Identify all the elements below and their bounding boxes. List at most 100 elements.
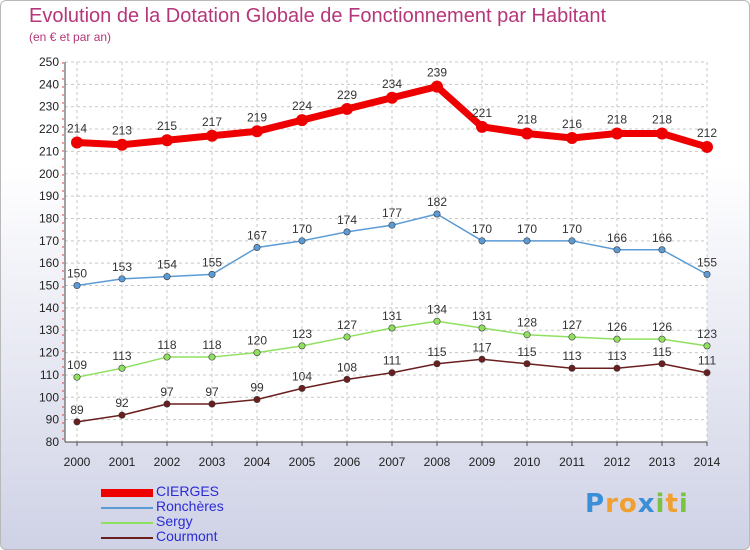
- data-label-cierges: 229: [337, 88, 357, 102]
- y-tick-label: 230: [39, 100, 59, 114]
- legend-swatch: [101, 537, 153, 539]
- data-label-courmont: 97: [160, 385, 174, 399]
- data-point-courmont: [298, 384, 306, 392]
- data-label-roncheres: 170: [292, 222, 312, 236]
- chart-title: Evolution de la Dotation Globale de Fonc…: [29, 5, 607, 27]
- data-point-roncheres: [298, 237, 306, 245]
- y-tick-label: 250: [39, 55, 59, 69]
- x-tick-label: 2013: [649, 455, 676, 469]
- data-point-roncheres: [73, 282, 81, 290]
- logo-letter: t: [665, 489, 679, 519]
- data-label-roncheres: 166: [652, 231, 672, 245]
- data-label-courmont: 111: [383, 354, 402, 368]
- data-label-cierges: 214: [67, 121, 87, 135]
- data-label-roncheres: 167: [247, 229, 267, 243]
- legend-label: CIERGES: [156, 483, 220, 499]
- data-point-cierges: [656, 127, 668, 140]
- data-label-courmont: 117: [472, 340, 491, 354]
- data-label-courmont: 104: [292, 369, 312, 383]
- data-label-roncheres: 150: [67, 267, 87, 281]
- data-point-courmont: [388, 369, 396, 377]
- data-point-roncheres: [613, 246, 621, 254]
- data-point-sergy: [568, 333, 576, 341]
- data-label-roncheres: 155: [202, 255, 222, 269]
- data-label-cierges: 221: [472, 106, 492, 120]
- data-point-cierges: [521, 127, 533, 140]
- y-tick-label: 200: [39, 167, 59, 181]
- data-point-courmont: [478, 355, 486, 363]
- logo-letter: o: [618, 489, 638, 519]
- data-point-sergy: [253, 349, 261, 357]
- data-point-sergy: [433, 317, 441, 325]
- data-label-courmont: 92: [115, 396, 129, 410]
- x-tick-label: 2010: [514, 455, 541, 469]
- data-label-courmont: 111: [698, 354, 717, 368]
- data-point-sergy: [478, 324, 486, 332]
- legend-label: Sergy: [156, 513, 193, 529]
- data-point-roncheres: [253, 244, 261, 252]
- x-tick-label: 2011: [559, 455, 585, 469]
- data-point-sergy: [73, 373, 81, 381]
- data-label-sergy: 123: [697, 327, 717, 341]
- data-label-cierges: 234: [382, 77, 402, 91]
- data-label-sergy: 123: [292, 327, 312, 341]
- x-tick-label: 2009: [469, 455, 496, 469]
- chart-subtitle: (en € et par an): [29, 30, 112, 44]
- data-label-courmont: 113: [607, 349, 626, 363]
- data-point-roncheres: [343, 228, 351, 236]
- data-point-courmont: [433, 360, 441, 368]
- y-tick-label: 100: [39, 390, 59, 404]
- y-tick-label: 170: [39, 234, 59, 248]
- data-label-sergy: 127: [562, 318, 582, 332]
- y-tick-label: 180: [39, 211, 59, 225]
- data-point-cierges: [701, 140, 713, 153]
- data-label-sergy: 113: [112, 349, 131, 363]
- data-point-cierges: [476, 120, 488, 133]
- data-label-courmont: 115: [652, 345, 671, 359]
- x-tick-label: 2008: [424, 455, 451, 469]
- data-point-cierges: [341, 102, 353, 115]
- data-label-sergy: 126: [652, 320, 672, 334]
- x-tick-label: 2003: [199, 455, 226, 469]
- data-point-courmont: [613, 364, 621, 372]
- data-label-courmont: 115: [427, 345, 446, 359]
- data-label-sergy: 131: [472, 309, 492, 323]
- plot-area: [65, 62, 707, 442]
- y-tick-label: 220: [39, 122, 59, 136]
- x-tick-label: 2005: [289, 455, 316, 469]
- data-label-cierges: 216: [562, 117, 582, 131]
- data-point-sergy: [298, 342, 306, 350]
- x-tick-label: 2012: [604, 455, 631, 469]
- data-point-roncheres: [433, 210, 441, 218]
- data-label-sergy: 109: [67, 358, 87, 372]
- data-point-cierges: [206, 129, 218, 142]
- data-label-roncheres: 154: [157, 258, 177, 272]
- data-label-cierges: 218: [607, 113, 627, 127]
- data-label-cierges: 215: [157, 119, 177, 133]
- y-tick-label: 150: [39, 279, 59, 293]
- data-point-cierges: [431, 80, 443, 93]
- y-tick-label: 190: [39, 189, 59, 203]
- data-point-cierges: [566, 132, 578, 144]
- data-point-sergy: [523, 331, 531, 339]
- data-label-roncheres: 170: [562, 222, 582, 236]
- y-tick-label: 90: [46, 413, 60, 427]
- legend-swatch: [101, 489, 153, 497]
- data-point-courmont: [568, 364, 576, 372]
- data-point-sergy: [658, 335, 666, 343]
- y-tick-label: 210: [39, 144, 59, 158]
- logo-letter: i: [678, 489, 689, 519]
- legend-label: Courmont: [156, 528, 218, 544]
- legend-swatch: [101, 507, 153, 509]
- data-point-cierges: [386, 91, 398, 104]
- x-tick-label: 2007: [379, 455, 406, 469]
- data-label-courmont: 115: [517, 345, 536, 359]
- x-tick-label: 2004: [244, 455, 271, 469]
- y-tick-label: 130: [39, 323, 59, 337]
- logo-letter: i: [655, 489, 666, 519]
- data-label-sergy: 120: [247, 334, 267, 348]
- data-point-roncheres: [478, 237, 486, 245]
- data-point-courmont: [523, 360, 531, 368]
- data-point-sergy: [208, 353, 216, 361]
- data-point-sergy: [118, 364, 126, 372]
